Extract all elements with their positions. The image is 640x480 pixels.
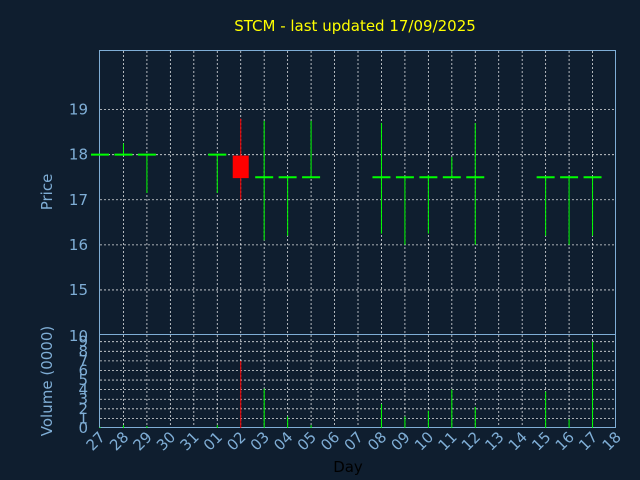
candle-body — [232, 155, 249, 179]
x-tick-label: 01 — [200, 428, 226, 454]
volume-y-tick-label: 5 — [78, 371, 88, 389]
x-tick-label: 02 — [223, 428, 249, 454]
x-tick-label: 05 — [294, 428, 320, 454]
volume-y-tick-label: 3 — [78, 390, 88, 408]
volume-y-tick-label: 0 — [78, 419, 88, 437]
x-tick-label: 03 — [247, 428, 273, 454]
x-axis-label: Day — [333, 458, 363, 476]
volume-axis-label: Volume (0000) — [38, 326, 56, 436]
price-y-tick-label: 19 — [69, 101, 88, 119]
x-tick-label: 13 — [481, 428, 507, 454]
x-tick-label: 08 — [364, 428, 390, 454]
x-tick-label: 09 — [388, 428, 414, 454]
x-tick-label: 14 — [505, 428, 531, 454]
price-y-tick-label: 16 — [69, 236, 88, 254]
volume-y-tick-label: 7 — [78, 352, 88, 370]
x-tick-label: 30 — [153, 428, 179, 454]
chart-title: STCM - last updated 17/09/2025 — [234, 17, 476, 35]
price-panel-frame — [99, 50, 616, 335]
price-y-ticks: 15 16 17 18 19 10 — [69, 101, 88, 345]
x-tick-label: 10 — [411, 428, 437, 454]
price-y-tick-label: 10 — [69, 327, 88, 345]
x-tick-label: 07 — [341, 428, 367, 454]
x-tick-label: 29 — [130, 428, 156, 454]
volume-grid — [100, 335, 616, 428]
candles — [91, 118, 602, 245]
x-tick-label: 15 — [528, 428, 554, 454]
price-y-tick-label: 15 — [69, 281, 88, 299]
volume-y-tick-label: 1 — [78, 409, 88, 427]
price-y-tick-label: 17 — [69, 191, 88, 209]
volume-y-tick-label: 4 — [78, 381, 88, 399]
x-tick-label: 11 — [434, 428, 460, 454]
price-y-tick-label: 18 — [69, 146, 88, 164]
x-tick-label: 04 — [270, 428, 296, 454]
x-ticks: 2728293031010203040506070809101112131415… — [83, 428, 625, 454]
volume-bars — [99, 341, 594, 428]
x-tick-label: 31 — [176, 428, 202, 454]
x-tick-label: 16 — [552, 428, 578, 454]
volume-y-tick-label: 9 — [78, 333, 88, 351]
volume-y-tick-label: 2 — [78, 400, 88, 418]
volume-y-tick-label: 8 — [78, 342, 88, 360]
volume-y-tick-label: 6 — [78, 361, 88, 379]
x-tick-label: 06 — [317, 428, 343, 454]
price-axis-label: Price — [38, 174, 56, 211]
volume-panel-frame — [99, 334, 616, 428]
price-grid — [100, 51, 616, 335]
x-tick-label: 28 — [106, 428, 132, 454]
x-tick-label: 17 — [575, 428, 601, 454]
x-tick-label: 18 — [599, 428, 625, 454]
x-tick-label: 12 — [458, 428, 484, 454]
